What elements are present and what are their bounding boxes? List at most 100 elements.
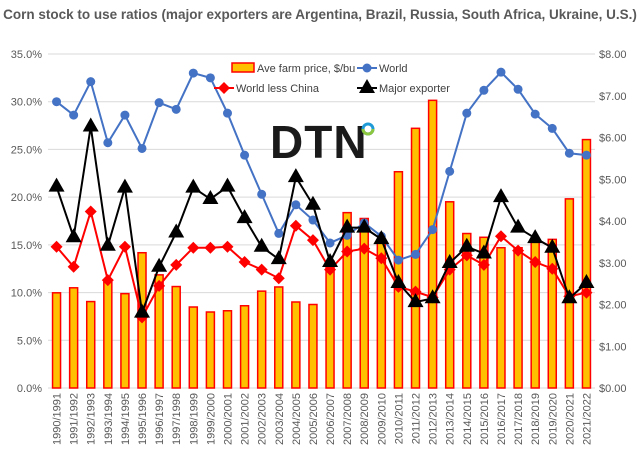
x-tick-label: 2008/2009 — [359, 393, 371, 445]
price-bar — [188, 306, 199, 389]
x-tick-label: 1998/1999 — [188, 393, 200, 445]
world-less-china-marker — [84, 205, 97, 218]
price-bar — [68, 287, 79, 389]
world-marker — [103, 138, 113, 148]
x-tick-label: 2013/2014 — [445, 393, 457, 445]
world-less-china-marker — [580, 286, 593, 299]
world-less-china-marker — [238, 256, 251, 269]
price-bar — [85, 300, 96, 389]
major-exporter-marker — [236, 209, 253, 224]
right-tick-label: $0.00 — [599, 383, 627, 395]
major-exporter-marker — [578, 274, 595, 289]
right-tick-label: $2.00 — [599, 300, 627, 312]
price-bar — [479, 236, 489, 389]
price-bar — [496, 246, 506, 389]
major-exporter-marker — [359, 79, 375, 93]
world-less-china-marker — [255, 263, 268, 276]
world-marker — [86, 77, 96, 87]
world-less-china-marker — [341, 245, 354, 258]
dtn-logo: DTN — [270, 116, 368, 168]
right-tick-label: $6.00 — [599, 133, 627, 145]
major-exporter-marker — [185, 178, 202, 193]
world-less-china-marker — [477, 258, 490, 271]
price-bar — [547, 238, 558, 389]
price-bar — [342, 211, 352, 389]
major-exporter-marker — [219, 177, 236, 192]
left-tick-label: 20.0% — [11, 192, 42, 204]
major-exporter-marker — [475, 244, 492, 259]
world-marker — [513, 84, 523, 94]
world-less-china-marker — [204, 241, 217, 254]
world-marker — [496, 67, 506, 77]
price-bar — [239, 305, 250, 389]
x-tick-label: 2016/2017 — [496, 393, 508, 445]
x-tick-label: 1991/1992 — [69, 393, 81, 445]
left-tick-label: 15.0% — [11, 240, 42, 252]
price-bar — [291, 301, 301, 389]
x-tick-label: 1996/1997 — [154, 393, 166, 445]
world-marker — [393, 255, 403, 265]
price-bar — [256, 290, 267, 389]
major-exporter-line — [55, 126, 588, 313]
world-marker — [564, 148, 574, 158]
legend-world-less-china: World less China — [236, 83, 320, 95]
world-marker — [581, 150, 591, 160]
x-tick-label: 1992/1993 — [86, 393, 98, 445]
world-less-china-marker — [546, 262, 559, 275]
x-tick-label: 2005/2006 — [308, 393, 320, 445]
world-marker — [188, 68, 198, 78]
major-exporter-marker — [373, 230, 390, 245]
right-tick-label: $8.00 — [599, 49, 627, 61]
world-less-china-marker — [50, 240, 63, 253]
major-exporter-marker — [304, 195, 321, 210]
dtn-logo-ring-green — [361, 128, 375, 136]
major-exporter-marker — [458, 237, 475, 252]
right-tick-label: $3.00 — [599, 258, 627, 270]
x-tick-label: 1999/2000 — [205, 393, 217, 445]
world-marker — [240, 150, 250, 160]
major-exporter-marker — [253, 237, 270, 252]
left-tick-label: 25.0% — [11, 144, 42, 156]
world-marker — [291, 200, 301, 210]
world-marker — [171, 104, 181, 114]
world-less-china-marker — [153, 279, 166, 292]
x-tick-label: 2017/2018 — [513, 393, 525, 445]
major-exporter-marker — [339, 218, 356, 233]
price-bar — [581, 138, 592, 389]
price-bar — [171, 285, 181, 389]
major-exporter-marker — [441, 253, 458, 268]
price-bar — [205, 311, 216, 389]
major-exporter-marker — [202, 190, 219, 205]
world-marker — [479, 85, 489, 95]
major-exporter-marker — [82, 117, 99, 132]
major-exporter-marker — [99, 236, 116, 251]
world-marker — [530, 109, 540, 119]
price-bar — [325, 260, 335, 389]
x-tick-label: 2002/2003 — [257, 393, 269, 445]
world-less-china-marker — [375, 252, 388, 265]
left-tick-label: 30.0% — [11, 97, 42, 109]
world-less-china-marker — [170, 258, 183, 271]
major-exporter-marker — [151, 257, 168, 272]
world-marker — [325, 238, 335, 248]
major-exporter-marker — [168, 223, 185, 238]
world-less-china-marker — [409, 285, 422, 298]
major-exporter-marker — [270, 250, 287, 265]
x-tick-label: 2010/2011 — [393, 393, 405, 444]
major-exporter-marker — [510, 218, 527, 233]
world-less-china-marker — [272, 272, 285, 285]
major-exporter-marker — [48, 177, 65, 192]
price-bar — [427, 99, 438, 389]
left-tick-label: 35.0% — [11, 49, 42, 61]
price-bar — [308, 303, 318, 389]
world-less-china-marker — [358, 242, 371, 255]
price-bar — [103, 281, 113, 389]
world-marker — [428, 225, 438, 235]
legend-major-exporter: Major exporter — [379, 83, 450, 95]
major-exporter-marker — [390, 274, 407, 289]
major-exporter-marker — [407, 293, 424, 308]
world-less-china-marker — [101, 274, 114, 287]
x-tick-label: 1995/1996 — [137, 393, 149, 445]
world-less-china-marker — [67, 260, 80, 273]
legend-bar-swatch — [231, 62, 255, 73]
